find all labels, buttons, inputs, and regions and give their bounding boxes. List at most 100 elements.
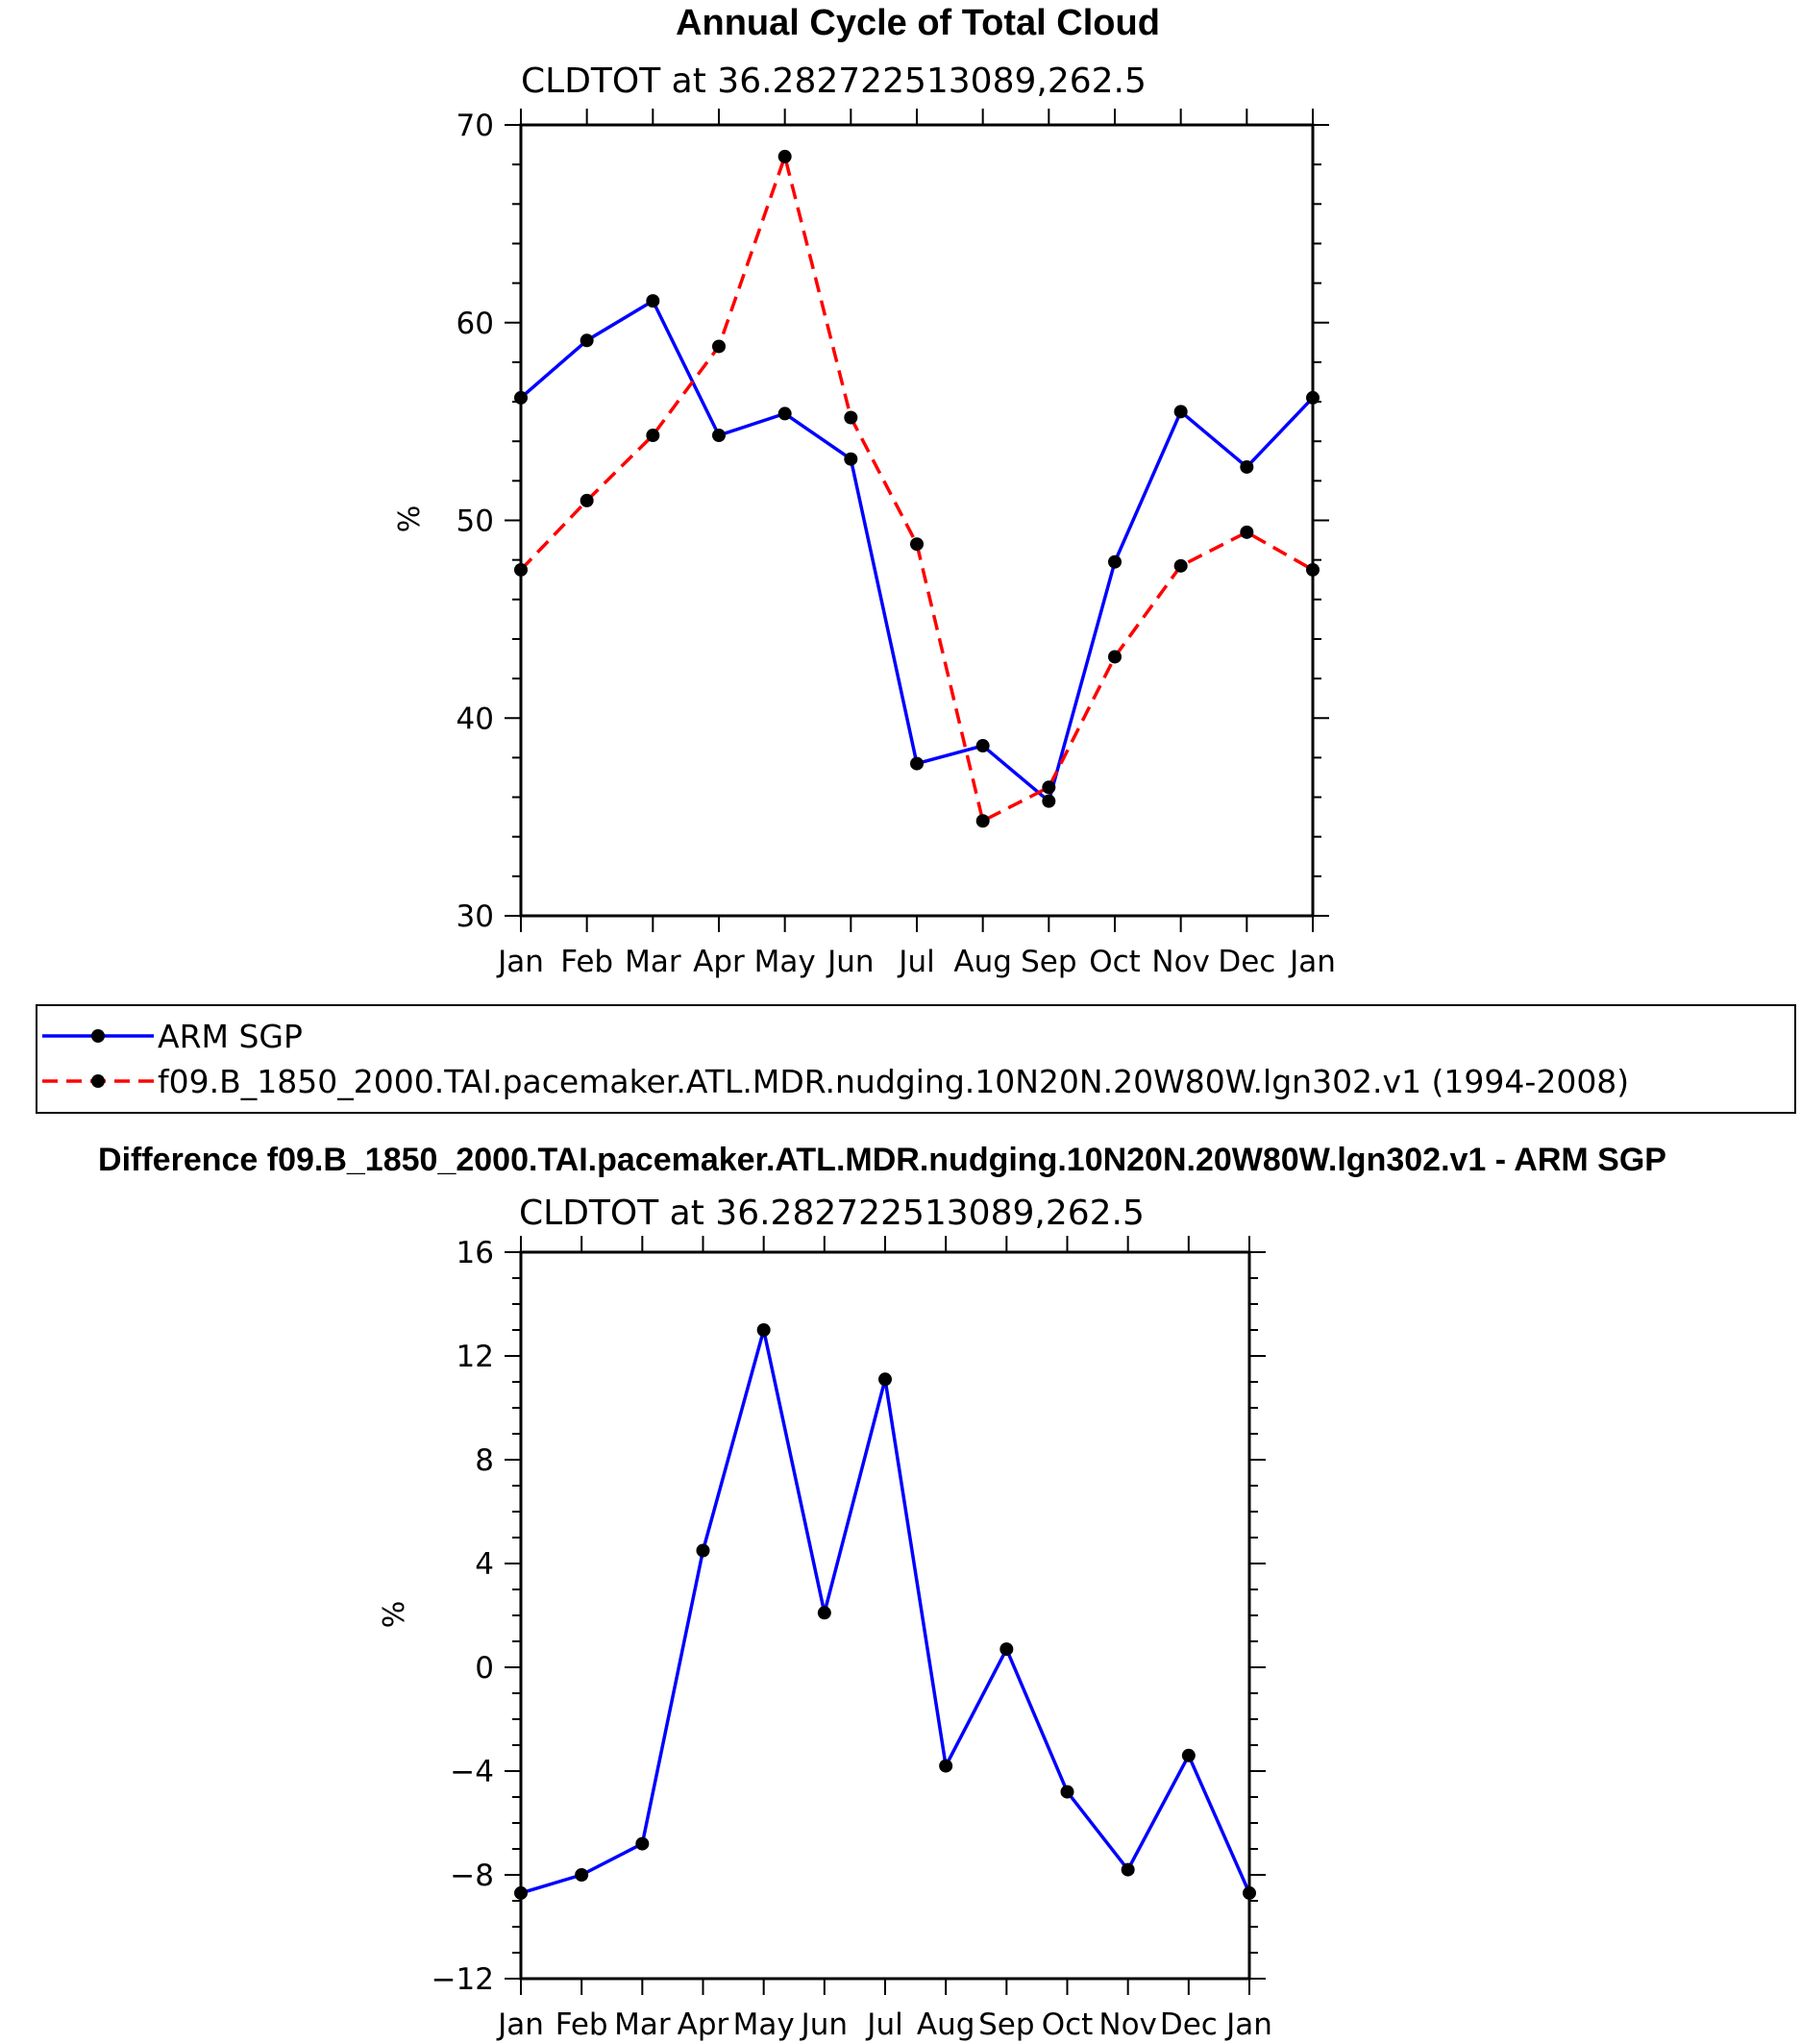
x-tick-label: May bbox=[754, 945, 816, 979]
y-tick-label: 4 bbox=[475, 1547, 494, 1582]
difference-panel: Difference f09.B_1850_2000.TAI.pacemaker… bbox=[98, 1142, 1666, 2042]
data-point-0-6 bbox=[878, 1372, 892, 1387]
y-tick-label: 70 bbox=[456, 109, 494, 143]
data-point-0-8 bbox=[999, 1642, 1014, 1657]
x-tick-label: Nov bbox=[1151, 945, 1210, 979]
y-tick-label: −12 bbox=[432, 1962, 494, 1997]
data-point-0-10 bbox=[1121, 1862, 1135, 1877]
x-tick-label: Sep bbox=[1021, 945, 1076, 979]
x-tick-labels: Jan Feb Mar Apr May Jun Jul Aug Sep Oct Nov Dec Jan bbox=[496, 945, 1336, 979]
x-tick-label: Dec bbox=[1160, 2007, 1218, 2042]
data-point-0-0 bbox=[514, 1885, 528, 1900]
data-point-0-5 bbox=[817, 1606, 831, 1620]
data-point-1-8 bbox=[1042, 780, 1056, 795]
y-tick-label: 8 bbox=[475, 1443, 494, 1478]
x-tick-label: Jun bbox=[800, 2007, 848, 2042]
data-point-1-5 bbox=[844, 410, 858, 425]
difference-y-tick-labels: −12 −8 −4 0 4 8 12 16 bbox=[432, 1236, 494, 1997]
data-point-0-8 bbox=[1042, 794, 1056, 808]
x-tick-label: Jan bbox=[1288, 945, 1336, 979]
x-tick-label: Jan bbox=[496, 2007, 544, 2042]
x-tick-label: Jun bbox=[826, 945, 874, 979]
data-point-1-9 bbox=[1108, 650, 1122, 664]
x-tick-label: Jul bbox=[865, 2007, 902, 2042]
y-tick-label: 16 bbox=[456, 1236, 494, 1270]
data-point-1-2 bbox=[646, 429, 660, 443]
data-point-1-1 bbox=[580, 493, 594, 507]
y-axis-label: % bbox=[393, 505, 427, 533]
difference-y-axis-label: % bbox=[378, 1601, 411, 1629]
difference-plot-axes bbox=[505, 1236, 1266, 1995]
y-tick-label: 60 bbox=[456, 307, 494, 341]
difference-title: Difference f09.B_1850_2000.TAI.pacemaker… bbox=[98, 1142, 1666, 1178]
x-tick-label: Mar bbox=[614, 2007, 671, 2042]
x-tick-label: Oct bbox=[1042, 2007, 1094, 2042]
plot-frame bbox=[519, 123, 1315, 918]
x-tick-label: Aug bbox=[917, 2007, 975, 2042]
plot-axes bbox=[505, 109, 1329, 932]
x-tick-label: Dec bbox=[1218, 945, 1275, 979]
data-point-0-2 bbox=[635, 1836, 650, 1851]
x-tick-label: Jul bbox=[897, 945, 934, 979]
legend-label-model: f09.B_1850_2000.TAI.pacemaker.ATL.MDR.nu… bbox=[158, 1063, 1629, 1100]
x-tick-label: Oct bbox=[1089, 945, 1141, 979]
series-group bbox=[514, 149, 1320, 828]
y-tick-label: 50 bbox=[456, 505, 494, 539]
x-tick-label: Feb bbox=[560, 945, 613, 979]
x-tick-label: Aug bbox=[953, 945, 1012, 979]
data-point-1-11 bbox=[1240, 525, 1254, 539]
data-point-0-11 bbox=[1240, 459, 1254, 474]
x-tick-label: Nov bbox=[1098, 2007, 1157, 2042]
y-tick-labels: 30 40 50 60 70 bbox=[456, 109, 494, 934]
difference-x-tick-labels: Jan Feb Mar Apr May Jun Jul Aug Sep Oct Nov Dec Jan bbox=[496, 2007, 1272, 2042]
x-tick-label: Feb bbox=[555, 2007, 608, 2042]
legend-marker-arm-sgp bbox=[91, 1029, 105, 1043]
data-point-0-2 bbox=[646, 294, 660, 308]
chart-subtitle: CLDTOT at 36.282722513089,262.5 bbox=[521, 62, 1147, 101]
legend-label-arm-sgp: ARM SGP bbox=[158, 1018, 303, 1055]
y-tick-label: −4 bbox=[450, 1755, 494, 1789]
x-tick-label: Jan bbox=[496, 945, 544, 979]
data-point-0-6 bbox=[910, 756, 924, 771]
data-point-0-9 bbox=[1108, 554, 1122, 569]
data-point-0-12 bbox=[1243, 1885, 1256, 1900]
legend: ARM SGP f09.B_1850_2000.TAI.pacemaker.AT… bbox=[36, 1004, 1796, 1114]
data-point-1-12 bbox=[1306, 562, 1320, 577]
data-point-1-3 bbox=[712, 339, 726, 354]
x-tick-label: Mar bbox=[625, 945, 681, 979]
data-point-0-3 bbox=[696, 1543, 710, 1558]
y-tick-label: −8 bbox=[450, 1859, 494, 1893]
x-tick-label: May bbox=[733, 2007, 795, 2042]
data-point-1-0 bbox=[514, 562, 528, 577]
x-tick-label: Apr bbox=[678, 2007, 729, 2042]
plot-frame bbox=[519, 1250, 1251, 1981]
series-line-0 bbox=[520, 1328, 1251, 1895]
data-point-0-7 bbox=[939, 1759, 953, 1773]
data-point-0-12 bbox=[1306, 390, 1320, 405]
y-tick-label: 40 bbox=[456, 702, 494, 736]
data-point-0-11 bbox=[1181, 1748, 1196, 1762]
y-tick-label: 0 bbox=[475, 1651, 494, 1686]
x-tick-label: Jan bbox=[1224, 2007, 1272, 2042]
annual-cycle-panel: Annual Cycle of Total Cloud CLDTOT at 36… bbox=[393, 3, 1336, 979]
data-point-0-4 bbox=[756, 1323, 771, 1337]
data-point-0-10 bbox=[1173, 405, 1188, 419]
x-tick-label: Apr bbox=[693, 945, 745, 979]
data-point-1-4 bbox=[777, 149, 792, 163]
difference-subtitle: CLDTOT at 36.282722513089,262.5 bbox=[519, 1194, 1145, 1233]
data-point-0-0 bbox=[514, 390, 528, 405]
chart-title: Annual Cycle of Total Cloud bbox=[676, 3, 1160, 43]
data-point-0-3 bbox=[712, 429, 726, 443]
data-point-0-4 bbox=[777, 406, 792, 421]
difference-series-group bbox=[514, 1323, 1256, 1900]
legend-box bbox=[36, 1004, 1796, 1114]
series-line-1 bbox=[519, 155, 1314, 823]
data-point-0-5 bbox=[844, 452, 858, 466]
data-point-1-10 bbox=[1173, 558, 1188, 573]
legend-marker-model bbox=[91, 1074, 105, 1088]
data-point-0-7 bbox=[975, 739, 990, 753]
x-tick-label: Sep bbox=[978, 2007, 1034, 2042]
y-tick-label: 30 bbox=[456, 899, 494, 934]
data-point-1-7 bbox=[975, 814, 990, 828]
